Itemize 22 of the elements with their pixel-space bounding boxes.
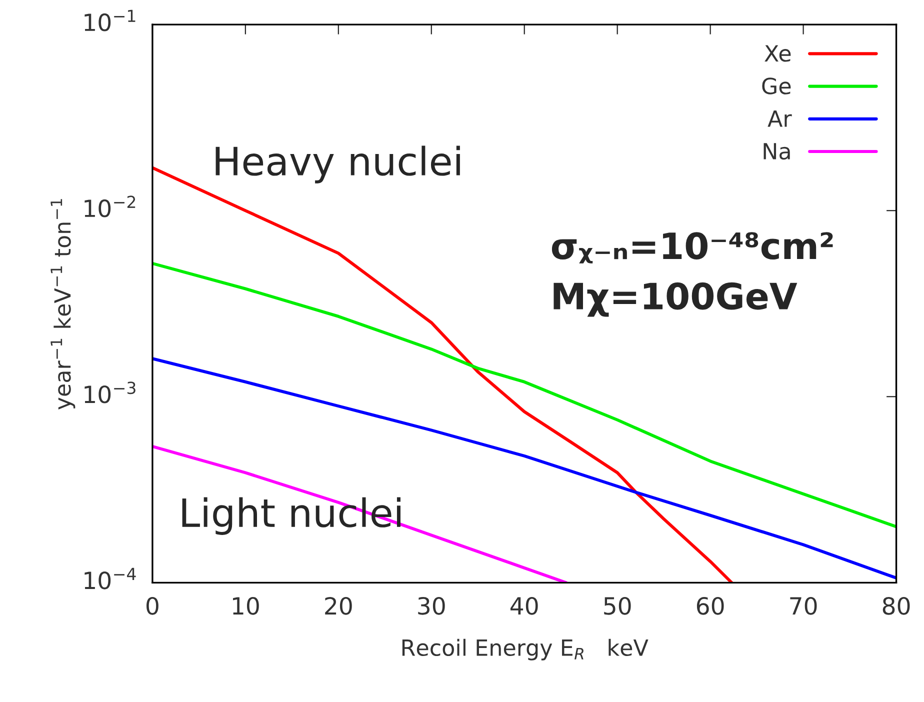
x-tick-label: 50 <box>604 596 631 615</box>
y-tick-label: 10$^{−1}$ <box>84 10 136 32</box>
legend-label: Ar <box>768 110 792 127</box>
legend-label: Ge <box>762 78 791 94</box>
y-tick-label: 10$^{−3}$ <box>84 382 136 404</box>
y-tick-label: 10$^{−2}$ <box>84 196 136 218</box>
x-tick-label: 0 <box>146 596 158 615</box>
x-tick-label: 40 <box>510 596 538 615</box>
x-tick-label: 80 <box>882 596 910 615</box>
annotation: σᵪ₋ₙ=10⁻⁴⁸cm² <box>552 232 833 264</box>
y-axis-title: year$^{−1}$ keV$^{−1}$ ton$^{−1}$ <box>50 199 76 410</box>
text: Recoil Energy E$_{R}$ keV <box>402 638 648 660</box>
x-tick-label: 70 <box>790 596 817 615</box>
y-tick-label: 10$^{−4}$ <box>84 568 136 590</box>
annotation: Mχ=100GeV <box>554 282 798 317</box>
x-tick-label: 20 <box>325 596 352 615</box>
x-tick-label: 60 <box>696 596 724 615</box>
legend-label: Na <box>764 143 790 160</box>
x-tick-label: 10 <box>233 596 259 615</box>
x-tick-label: 30 <box>418 596 445 615</box>
legend-label: Xe <box>764 45 791 62</box>
annotation: Heavy nuclei <box>216 146 460 184</box>
